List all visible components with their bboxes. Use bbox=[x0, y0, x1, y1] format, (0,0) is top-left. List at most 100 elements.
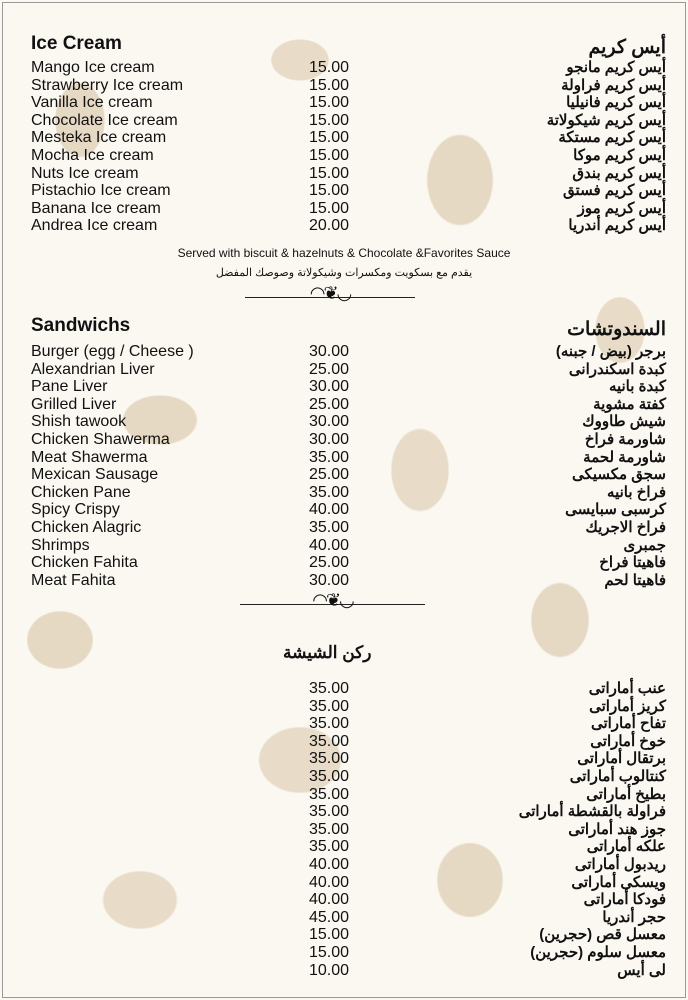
menu-item: 35.00 خوخ أماراتى bbox=[0, 733, 688, 751]
menu-item: Pistachio Ice cream 15.00 أيس كريم فستق bbox=[0, 182, 688, 200]
item-name-en: Chicken Pane bbox=[31, 483, 131, 501]
item-price: 45.00 bbox=[309, 908, 350, 926]
menu-item: 35.00 بطيخ أماراتى bbox=[0, 786, 688, 804]
menu-item: Mesteka Ice cream 15.00 أيس كريم مستكة bbox=[0, 129, 688, 147]
sandwiches-title-ar: السندوتشات bbox=[567, 319, 666, 340]
sandwiches-title-en: Sandwichs bbox=[31, 315, 131, 336]
item-price: 35.00 bbox=[309, 767, 350, 785]
item-name-ar: أيس كريم أندريا bbox=[568, 217, 666, 235]
menu-item: 35.00 علكه أماراتى bbox=[0, 838, 688, 856]
menu-item: Strawberry Ice cream 15.00 أيس كريم فراولة bbox=[0, 77, 688, 95]
item-name-en: Alexandrian Liver bbox=[31, 360, 155, 378]
item-name-ar: فاهيتا فراخ bbox=[599, 554, 666, 572]
menu-item: 35.00 تفاح أماراتى bbox=[0, 715, 688, 733]
item-name-ar: برجر (بيض / جبنه) bbox=[555, 343, 666, 360]
item-price: 15.00 bbox=[309, 182, 350, 200]
item-name-ar: فودكا أماراتى bbox=[583, 891, 666, 909]
menu-item: Mango Ice cream 15.00 أيس كريم مانجو bbox=[0, 59, 688, 77]
menu-item: 45.00 حجر أندريا bbox=[0, 909, 688, 927]
item-price: 15.00 bbox=[309, 94, 350, 112]
item-name-ar: ريدبول أماراتى bbox=[574, 855, 666, 873]
ice-cream-note-ar: يقدم مع بسكويت ومكسرات وشيكولاتة وصوصك ا… bbox=[215, 267, 473, 279]
menu-item: Shrimps 40.00 جمبرى bbox=[0, 537, 688, 555]
item-price: 15.00 bbox=[309, 59, 350, 76]
item-name-en: Banana Ice cream bbox=[31, 199, 161, 217]
item-price: 15.00 bbox=[309, 146, 350, 164]
item-name-ar: فراخ الاجريك bbox=[585, 518, 666, 536]
item-price: 15.00 bbox=[309, 943, 350, 961]
menu-item: 35.00 برتقال أماراتى bbox=[0, 750, 688, 768]
menu-item: Alexandrian Liver 25.00 كبدة اسكندرانى bbox=[0, 361, 688, 379]
item-price: 30.00 bbox=[309, 571, 350, 589]
item-price: 15.00 bbox=[309, 926, 350, 944]
item-price: 15.00 bbox=[309, 76, 350, 94]
item-name-ar: أيس كريم فستق bbox=[563, 182, 666, 200]
item-price: 35.00 bbox=[309, 697, 350, 715]
item-name-ar: أيس كريم مستكة bbox=[558, 129, 666, 147]
menu-item: Chocolate Ice cream 15.00 أيس كريم شيكولات… bbox=[0, 112, 688, 130]
menu-item: Nuts Ice cream 15.00 أيس كريم بندق bbox=[0, 165, 688, 183]
item-name-ar: كرسبى سبايسى bbox=[565, 501, 666, 519]
menu-item: 35.00 فراولة بالقشطة أماراتى bbox=[0, 803, 688, 821]
menu-item: 40.00 ويسكى أماراتى bbox=[0, 874, 688, 892]
item-price: 20.00 bbox=[309, 217, 350, 235]
item-name-en: Mango Ice cream bbox=[31, 59, 155, 76]
item-name-ar: سجق مكسيكى bbox=[572, 466, 666, 484]
item-name-ar: أيس كريم فانيليا bbox=[566, 94, 666, 112]
shisha-title-ar: ركن الشيشة bbox=[283, 643, 372, 662]
menu-item: Chicken Pane 35.00 فراخ بانيه bbox=[0, 484, 688, 502]
item-price: 40.00 bbox=[309, 873, 350, 891]
item-name-ar: برتقال أماراتى bbox=[577, 750, 666, 768]
item-name-ar: كريز أماراتى bbox=[589, 697, 666, 715]
sandwiches-list: Burger (egg / Cheese ) 30.00 برجر (بيض / ج… bbox=[0, 343, 688, 589]
item-name-en: Burger (egg / Cheese ) bbox=[31, 343, 194, 360]
item-price: 15.00 bbox=[309, 111, 350, 129]
item-price: 30.00 bbox=[309, 343, 350, 360]
item-name-ar: جمبرى bbox=[623, 536, 667, 554]
item-name-ar: خوخ أماراتى bbox=[590, 732, 666, 750]
menu-item: Mocha Ice cream 15.00 أيس كريم موكا bbox=[0, 147, 688, 165]
item-name-ar: أيس كريم موز bbox=[577, 199, 666, 217]
item-price: 35.00 bbox=[309, 732, 350, 750]
divider-ornament: ◠❦◡ bbox=[245, 283, 415, 305]
item-price: 35.00 bbox=[309, 785, 350, 803]
item-price: 35.00 bbox=[309, 803, 350, 821]
item-name-en: Chocolate Ice cream bbox=[31, 111, 178, 129]
item-name-en: Nuts Ice cream bbox=[31, 164, 139, 182]
item-name-ar: فراولة بالقشطة أماراتى bbox=[518, 803, 666, 821]
menu-item: Chicken Fahita 25.00 فاهيتا فراخ bbox=[0, 554, 688, 572]
item-name-ar: أيس كريم فراولة bbox=[561, 76, 666, 94]
menu-item: Shish tawook 30.00 شيش طاووك bbox=[0, 413, 688, 431]
menu-item: Chicken Shawerma 30.00 شاورمة فراخ bbox=[0, 431, 688, 449]
item-name-en: Chicken Alagric bbox=[31, 518, 142, 536]
menu-item: 35.00 كريز أماراتى bbox=[0, 698, 688, 716]
item-price: 40.00 bbox=[309, 891, 350, 909]
item-name-ar: أيس كريم شيكولاتة bbox=[546, 111, 666, 129]
item-price: 25.00 bbox=[309, 360, 350, 378]
item-price: 30.00 bbox=[309, 413, 350, 431]
item-name-en: Shrimps bbox=[31, 536, 90, 554]
item-name-en: Mexican Sausage bbox=[31, 466, 159, 484]
item-price: 30.00 bbox=[309, 378, 350, 396]
item-price: 25.00 bbox=[309, 395, 350, 413]
item-name-ar: شاورمة فراخ bbox=[584, 430, 666, 448]
item-name-ar: عنب أماراتى bbox=[588, 680, 666, 697]
item-name-ar: كنتالوب أماراتى bbox=[569, 767, 666, 785]
item-name-ar: شيش طاووك bbox=[582, 413, 666, 431]
item-name-ar: كبدة اسكندرانى bbox=[568, 360, 666, 378]
menu-item: 15.00 معسل قص (حجرين) bbox=[0, 926, 688, 944]
item-name-ar: فاهيتا لحم bbox=[604, 571, 666, 589]
item-name-ar: أيس كريم بندق bbox=[572, 164, 666, 182]
shisha-list: 35.00 عنب أماراتى 35.00 كريز أماراتى 35.00 تف… bbox=[0, 680, 688, 979]
item-price: 35.00 bbox=[309, 518, 350, 536]
item-price: 40.00 bbox=[309, 855, 350, 873]
menu-item: Banana Ice cream 15.00 أيس كريم موز bbox=[0, 200, 688, 218]
item-price: 35.00 bbox=[309, 680, 350, 697]
menu-item: 35.00 كنتالوب أماراتى bbox=[0, 768, 688, 786]
menu-item: 10.00 لى أيس bbox=[0, 962, 688, 980]
menu-item: Spicy Crispy 40.00 كرسبى سبايسى bbox=[0, 501, 688, 519]
menu-item: Chicken Alagric 35.00 فراخ الاجريك bbox=[0, 519, 688, 537]
divider-ornament: ◠❦◡ bbox=[240, 590, 425, 612]
